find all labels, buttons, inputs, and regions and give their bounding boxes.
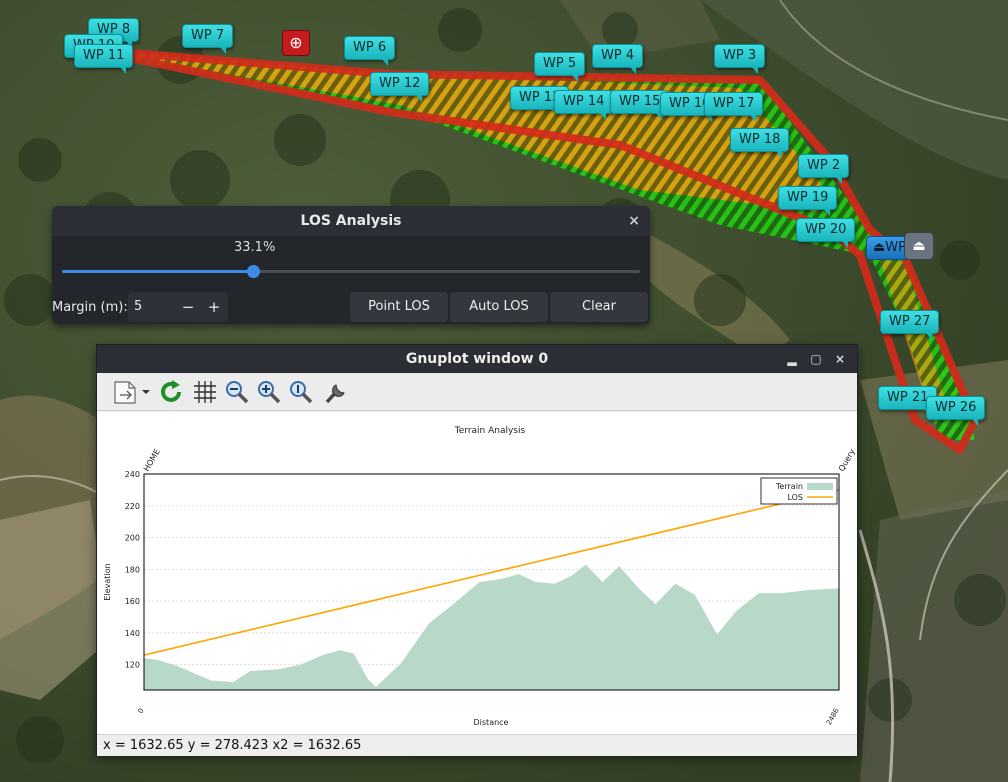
waypoint-marker[interactable]: WP 20 xyxy=(796,218,856,248)
waypoint-marker[interactable]: WP 15 xyxy=(610,90,670,120)
waypoint-marker[interactable]: WP 14 xyxy=(554,90,614,120)
x-tick-label: 0 xyxy=(137,707,146,715)
query-top-label: Query xyxy=(837,447,857,473)
y-tick-label: 240 xyxy=(125,470,140,479)
margin-label: Margin (m): xyxy=(52,300,128,315)
waypoint-marker[interactable]: WP 26 xyxy=(926,396,986,426)
legend-label-terrain: Terrain xyxy=(775,482,803,491)
terrain-chart[interactable]: Terrain Analysis 120 140 160 180 200 220 240 E… xyxy=(97,412,857,734)
zoom-reset-icon[interactable] xyxy=(287,378,315,406)
terrain-series xyxy=(144,564,839,690)
margin-spinbox[interactable]: 5 − + xyxy=(128,292,228,322)
close-icon[interactable]: × xyxy=(834,352,846,366)
eject-icon[interactable]: ⏏ xyxy=(904,232,934,260)
progress-slider-fill xyxy=(62,270,254,273)
waypoint-marker[interactable]: WP 11 xyxy=(74,44,134,74)
y-axis-label: Elevation xyxy=(103,563,112,600)
legend-swatch-terrain xyxy=(807,483,833,490)
gnuplot-toolbar xyxy=(97,373,857,411)
settings-icon[interactable] xyxy=(321,378,349,406)
waypoint-marker[interactable]: WP 5 xyxy=(534,52,586,82)
legend-box xyxy=(760,477,838,505)
chart-legend: Terrain LOS xyxy=(760,477,838,505)
export-icon[interactable] xyxy=(111,378,153,406)
y-tick-label: 200 xyxy=(125,534,140,543)
y-axis-ticks: 120 140 160 180 200 220 240 xyxy=(125,470,140,670)
terrain-area xyxy=(144,564,839,690)
waypoint-marker[interactable]: WP 12 xyxy=(370,72,430,102)
zoom-out-icon[interactable] xyxy=(223,378,251,406)
y-tick-label: 180 xyxy=(125,565,140,574)
y-tick-label: 220 xyxy=(125,502,140,511)
zoom-in-icon[interactable] xyxy=(255,378,283,406)
minimize-icon[interactable]: ▂ xyxy=(787,352,797,366)
waypoint-marker[interactable]: WP 6 xyxy=(344,36,396,66)
margin-input[interactable]: 5 xyxy=(134,299,143,314)
clear-button[interactable]: Clear xyxy=(550,292,648,322)
chart-title: Terrain Analysis xyxy=(454,426,526,436)
target-marker-icon[interactable]: ⊕ xyxy=(282,30,310,56)
maximize-icon[interactable]: ▢ xyxy=(810,352,822,366)
grid-icon[interactable] xyxy=(191,378,219,406)
home-top-label: HOME xyxy=(142,447,162,473)
los-line xyxy=(143,489,840,656)
y-tick-label: 160 xyxy=(125,597,140,606)
waypoint-marker[interactable]: WP 18 xyxy=(730,128,790,158)
close-icon[interactable]: × xyxy=(628,213,640,229)
replot-icon[interactable] xyxy=(157,378,185,406)
auto-los-button[interactable]: Auto LOS xyxy=(450,292,548,322)
waypoint-marker[interactable]: WP 4 xyxy=(592,44,644,74)
x-tick-label: 2486 xyxy=(825,707,841,727)
y-tick-label: 140 xyxy=(125,629,140,638)
plot-frame xyxy=(143,473,840,691)
los-dialog-titlebar[interactable]: LOS Analysis × xyxy=(52,206,650,236)
point-los-button[interactable]: Point LOS xyxy=(350,292,448,322)
gnuplot-titlebar[interactable]: Gnuplot window 0 ▂ ▢ × xyxy=(97,345,857,373)
waypoint-marker[interactable]: WP 17 xyxy=(704,92,764,122)
terrain-plot[interactable]: Terrain Analysis 120 140 160 180 200 220 240 E… xyxy=(97,412,857,734)
progress-slider[interactable] xyxy=(62,265,640,278)
x-axis-label: Distance xyxy=(474,718,509,727)
waypoint-marker[interactable]: WP 19 xyxy=(778,186,838,216)
progress-slider-handle[interactable] xyxy=(247,265,261,278)
waypoint-marker[interactable]: WP 27 xyxy=(880,310,940,340)
waypoint-marker[interactable]: WP 7 xyxy=(182,24,234,54)
margin-decrement-button[interactable]: − xyxy=(181,298,195,316)
legend-label-los: LOS xyxy=(787,493,803,502)
los-analysis-dialog: LOS Analysis × 33.1% Margin (m): 5 − + P… xyxy=(52,206,650,324)
los-series xyxy=(143,489,840,656)
gnuplot-window: Gnuplot window 0 ▂ ▢ × xyxy=(96,344,858,756)
margin-increment-button[interactable]: + xyxy=(207,298,221,316)
progress-label: 33.1% xyxy=(234,240,276,255)
y-tick-label: 120 xyxy=(125,661,140,670)
los-dialog-title: LOS Analysis xyxy=(300,213,402,229)
waypoint-marker[interactable]: WP 2 xyxy=(798,154,850,184)
gnuplot-title: Gnuplot window 0 xyxy=(405,351,549,367)
status-bar: x = 1632.65 y = 278.423 x2 = 1632.65 xyxy=(97,734,857,756)
waypoint-marker[interactable]: WP 3 xyxy=(714,44,766,74)
